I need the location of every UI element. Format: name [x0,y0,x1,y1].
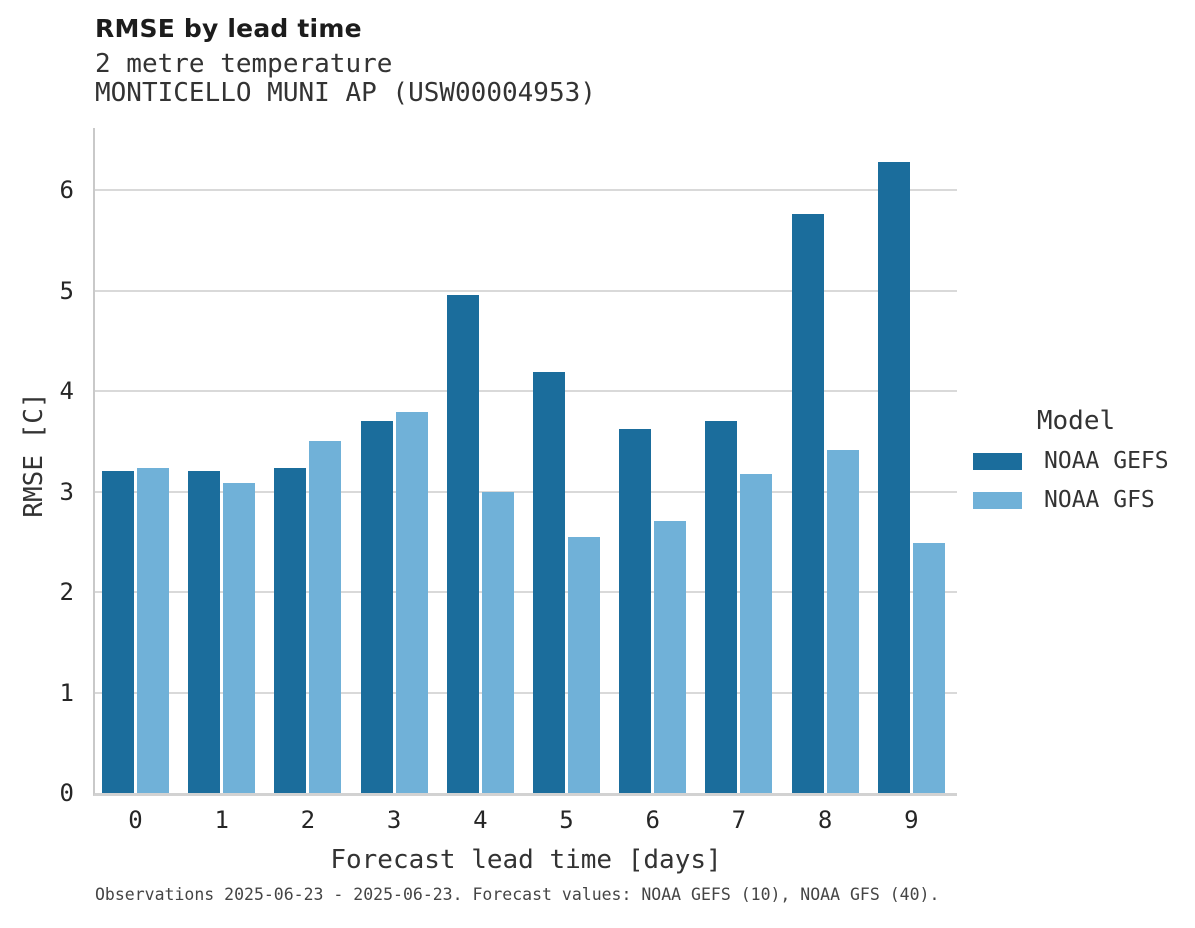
bar-noaa-gefs-lead-9 [877,162,910,793]
y-axis-title: RMSE [C] [19,392,49,518]
bar-noaa-gefs-lead-8 [791,214,824,793]
gridline-y-3 [95,490,957,493]
x-tick-label-6: 6 [645,806,660,834]
legend-swatch-icon [973,452,1022,470]
chart-subtitle-variable: 2 metre temperature [95,49,393,79]
legend-item-label: NOAA GFS [1044,487,1155,513]
legend-items: NOAA GEFS NOAA GFS [966,448,1186,513]
caption: Observations 2025-06-23 - 2025-06-23. Fo… [95,885,940,904]
y-tick-label-1: 1 [59,678,74,707]
x-tick-label-8: 8 [817,806,833,834]
y-tick-label-0: 0 [59,779,74,807]
y-tick-label-3: 3 [59,477,74,506]
bar-noaa-gefs-lead-3 [360,421,393,793]
bar-noaa-gefs-lead-6 [619,429,652,793]
gridline-y-4 [95,390,957,393]
y-tick-label-2: 2 [59,578,74,607]
x-tick-label-7: 7 [731,806,747,834]
bar-noaa-gefs-lead-7 [705,421,738,793]
x-tick-label-9: 9 [904,806,919,834]
bar-noaa-gfs-lead-3 [395,412,428,793]
gridline-y-5 [95,289,957,292]
legend-item-noaa-gefs: NOAA GEFS [966,448,1186,474]
x-tick-label-4: 4 [473,806,488,834]
x-axis-title: Forecast lead time [days] [330,845,722,875]
bar-noaa-gefs-lead-1 [188,471,221,793]
plot-area [93,128,957,796]
x-tick-label-2: 2 [300,806,316,834]
chart-subtitle-station: MONTICELLO MUNI AP (USW00004953) [95,78,596,108]
legend-swatch-icon [973,491,1022,509]
bar-noaa-gfs-lead-7 [740,474,773,793]
x-tick-label-5: 5 [559,806,574,834]
x-tick-label-1: 1 [214,806,229,834]
y-tick-label-6: 6 [59,176,74,205]
bar-noaa-gefs-lead-0 [102,471,134,793]
gridline-y-6 [95,189,957,192]
bar-noaa-gefs-lead-4 [446,295,479,793]
bar-noaa-gfs-lead-8 [826,450,859,793]
gridline-y-1 [95,691,957,694]
gridline-y-2 [95,591,957,594]
x-tick-label-0: 0 [128,806,143,834]
x-tick-label-3: 3 [386,806,402,834]
legend-item-noaa-gfs: NOAA GFS [966,487,1186,513]
chart-title: RMSE by lead time [95,14,362,43]
bar-noaa-gfs-lead-2 [309,441,342,793]
legend-item-label: NOAA GEFS [1044,448,1169,474]
legend-title: Model [1036,406,1116,436]
bar-noaa-gfs-lead-6 [654,521,687,793]
bar-noaa-gfs-lead-9 [912,543,945,793]
y-tick-label-5: 5 [59,276,74,305]
bar-noaa-gfs-lead-5 [568,537,600,793]
bar-noaa-gefs-lead-2 [274,468,307,793]
bar-noaa-gfs-lead-0 [137,468,169,793]
legend: Model NOAA GEFS NOAA GFS [966,406,1186,526]
y-tick-label-4: 4 [59,377,74,406]
bar-noaa-gefs-lead-5 [533,372,565,793]
bar-noaa-gfs-lead-4 [481,492,514,793]
bar-noaa-gfs-lead-1 [223,483,256,793]
